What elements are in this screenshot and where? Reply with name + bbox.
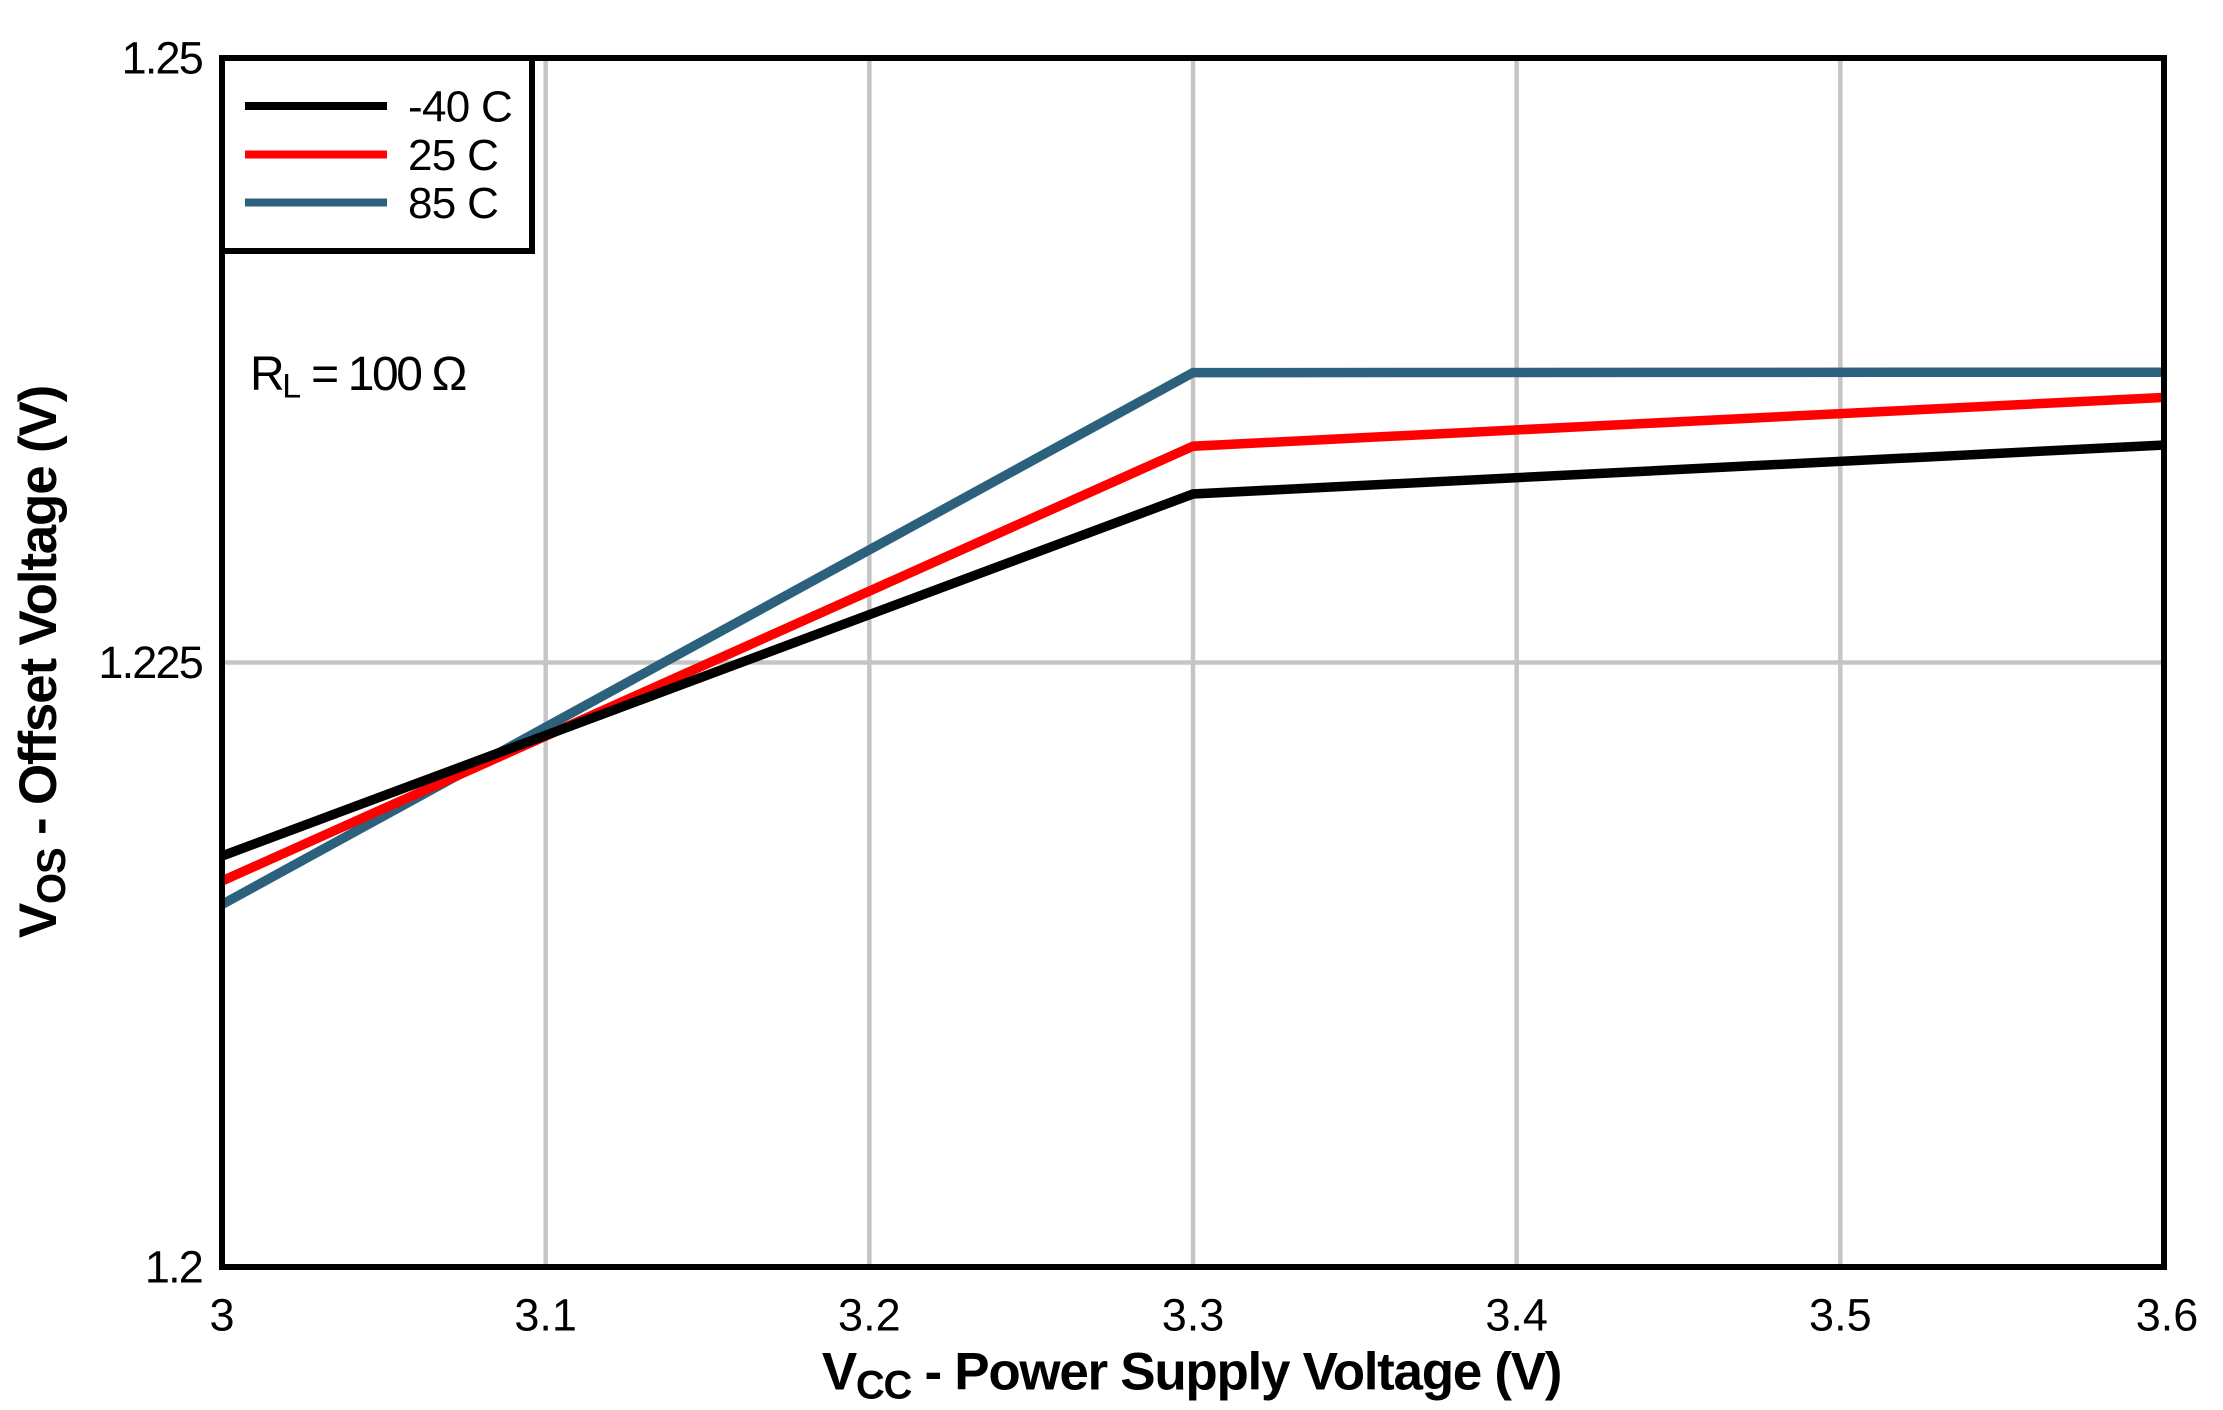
svg-text:VOS - Offset Voltage (V): VOS - Offset Voltage (V) [9,386,74,938]
svg-text:1.225: 1.225 [98,637,202,688]
svg-text:25 C: 25 C [408,131,498,180]
svg-text:3.4: 3.4 [1485,1290,1548,1341]
svg-text:3.3: 3.3 [1162,1290,1225,1341]
svg-text:3: 3 [209,1290,234,1341]
svg-text:85 C: 85 C [408,179,498,228]
svg-text:3.1: 3.1 [514,1290,577,1341]
svg-text:3.2: 3.2 [838,1290,901,1341]
svg-text:3.6: 3.6 [2136,1290,2199,1341]
svg-text:RL = 100 Ω: RL = 100 Ω [250,348,466,406]
svg-text:VCC - Power Supply Voltage (V): VCC - Power Supply Voltage (V) [822,1343,1561,1408]
svg-text:1.25: 1.25 [122,33,203,84]
svg-text:-40 C: -40 C [408,83,512,132]
svg-text:1.2: 1.2 [145,1242,202,1293]
svg-text:3.5: 3.5 [1809,1290,1872,1341]
